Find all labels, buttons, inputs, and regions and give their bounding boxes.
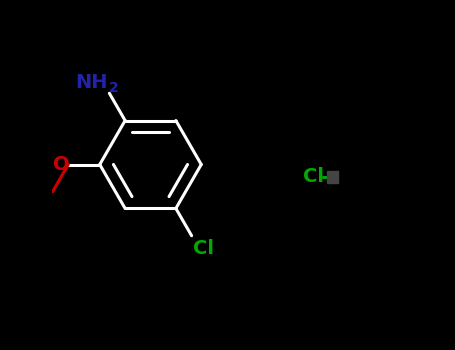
Text: 2: 2 [108,81,118,95]
Bar [327,171,339,183]
Text: NH: NH [75,72,108,91]
Text: O: O [53,155,70,174]
Text: Cl: Cl [193,239,214,258]
Text: Cl: Cl [303,167,324,186]
